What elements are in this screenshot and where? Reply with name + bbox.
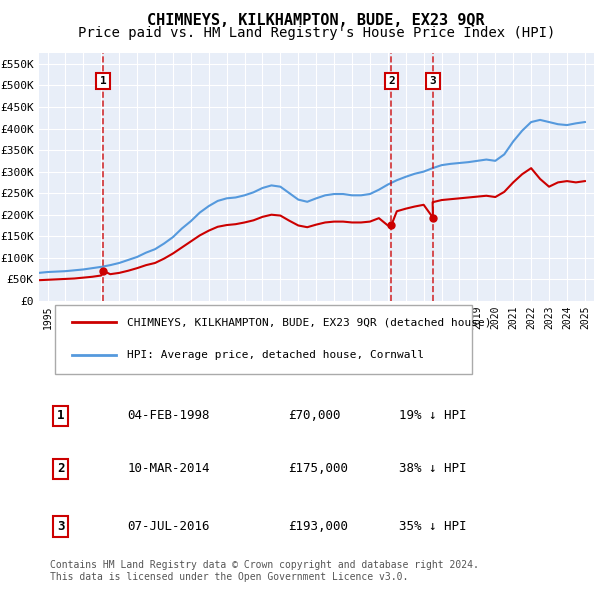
Text: Contains HM Land Registry data © Crown copyright and database right 2024.
This d: Contains HM Land Registry data © Crown c… — [50, 560, 479, 582]
Text: CHIMNEYS, KILKHAMPTON, BUDE, EX23 9QR (detached house): CHIMNEYS, KILKHAMPTON, BUDE, EX23 9QR (d… — [127, 317, 492, 327]
Text: 1: 1 — [100, 76, 106, 86]
Text: 35% ↓ HPI: 35% ↓ HPI — [400, 520, 467, 533]
Text: 07-JUL-2016: 07-JUL-2016 — [127, 520, 210, 533]
Text: £175,000: £175,000 — [289, 463, 349, 476]
Text: HPI: Average price, detached house, Cornwall: HPI: Average price, detached house, Corn… — [127, 350, 424, 359]
Text: 1: 1 — [57, 409, 65, 422]
Text: 3: 3 — [430, 76, 436, 86]
Text: 04-FEB-1998: 04-FEB-1998 — [127, 409, 210, 422]
Text: 3: 3 — [57, 520, 65, 533]
Text: Price paid vs. HM Land Registry's House Price Index (HPI): Price paid vs. HM Land Registry's House … — [77, 26, 555, 40]
Text: £193,000: £193,000 — [289, 520, 349, 533]
Text: CHIMNEYS, KILKHAMPTON, BUDE, EX23 9QR: CHIMNEYS, KILKHAMPTON, BUDE, EX23 9QR — [148, 13, 485, 28]
Text: 38% ↓ HPI: 38% ↓ HPI — [400, 463, 467, 476]
FancyBboxPatch shape — [55, 304, 472, 374]
Text: 2: 2 — [57, 463, 65, 476]
Text: £70,000: £70,000 — [289, 409, 341, 422]
Text: 19% ↓ HPI: 19% ↓ HPI — [400, 409, 467, 422]
Text: 10-MAR-2014: 10-MAR-2014 — [127, 463, 210, 476]
Text: 2: 2 — [388, 76, 395, 86]
